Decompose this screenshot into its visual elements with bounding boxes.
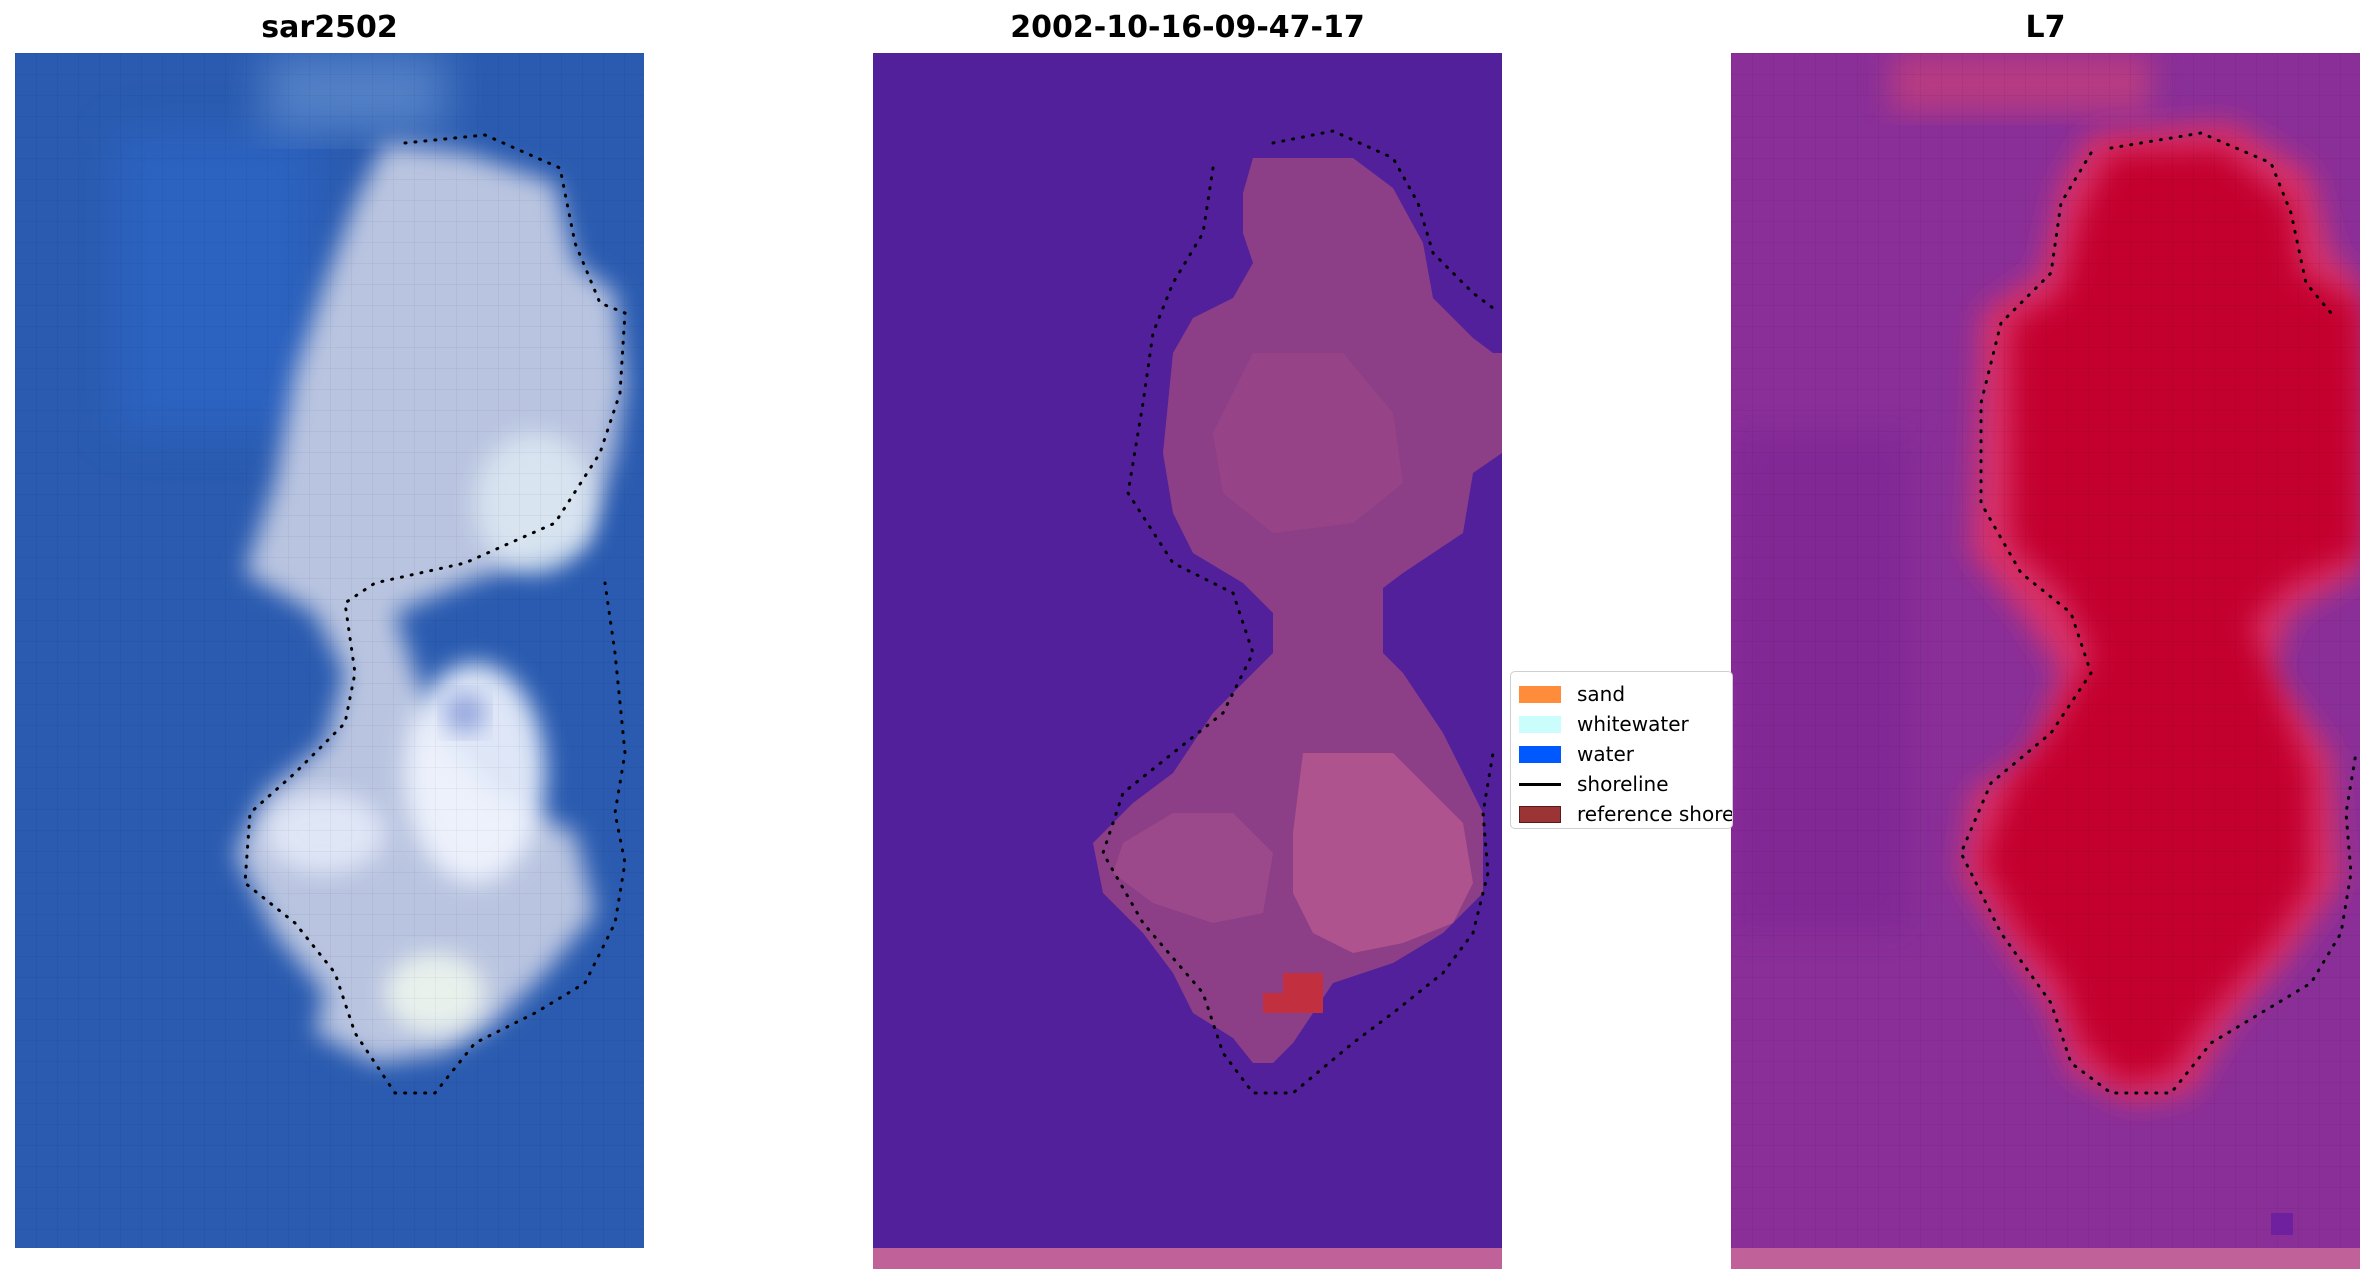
sand-swatch — [1519, 685, 1561, 703]
index-image — [1731, 53, 2360, 1269]
index-image-panel — [1731, 53, 2360, 1269]
rgb-image — [15, 53, 644, 1248]
legend-item-water: water — [1519, 741, 1634, 767]
legend-item-shoreline: shoreline — [1519, 771, 1669, 797]
legend-item-whitewater: whitewater — [1519, 711, 1689, 737]
shoreline-reference — [1959, 131, 2358, 1095]
reference-shoreline-swatch — [1519, 805, 1561, 823]
bottom-strip — [1731, 1248, 2360, 1269]
panel-title-classified: 2002-10-16-09-47-17 — [1010, 10, 1365, 45]
legend-label: shoreline — [1577, 772, 1669, 796]
legend: sand whitewater water shoreline referenc… — [1510, 671, 1733, 829]
legend-item-sand: sand — [1519, 681, 1625, 707]
legend-label: water — [1577, 742, 1634, 766]
whitewater-swatch — [1519, 715, 1561, 733]
shoreline-reference — [243, 133, 627, 1095]
rgb-image-panel — [15, 53, 644, 1248]
legend-item-reference-shoreline: reference shoreline — [1519, 801, 1732, 827]
panel-title-index: L7 — [2025, 10, 2066, 45]
legend-label: reference shoreline — [1577, 802, 1732, 826]
shoreline-line-swatch — [1519, 782, 1561, 786]
panel-title-rgb: sar2502 — [261, 10, 398, 45]
water-swatch — [1519, 745, 1561, 763]
classified-image — [873, 53, 1502, 1269]
classified-image-panel — [873, 53, 1502, 1269]
shoreline-reference — [1101, 129, 1495, 1095]
legend-label: whitewater — [1577, 712, 1689, 736]
bottom-strip — [873, 1248, 1502, 1269]
legend-label: sand — [1577, 682, 1626, 706]
